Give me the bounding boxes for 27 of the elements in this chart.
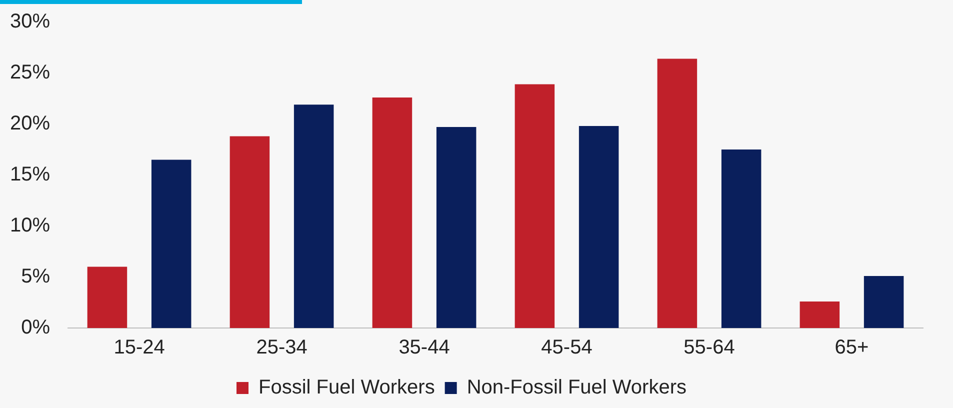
y-tick-label: 30%: [10, 10, 50, 33]
bar: [294, 104, 334, 328]
bar: [721, 150, 762, 328]
x-tick-label: 15-24: [114, 336, 165, 359]
y-tick-label: 25%: [10, 62, 50, 84]
y-tick-label: 0%: [21, 316, 50, 339]
bar: [372, 97, 412, 328]
bar: [514, 84, 555, 328]
x-tick-label: 65+: [834, 336, 869, 359]
y-tick-label: 15%: [10, 164, 50, 186]
bar: [436, 127, 476, 328]
bar: [800, 301, 840, 328]
x-tick-label: 55-64: [684, 336, 735, 359]
legend-label: Non-Fossil Fuel Workers: [466, 376, 687, 399]
bar: [230, 136, 270, 328]
bar: [657, 58, 698, 328]
x-tick-label: 25-34: [256, 336, 308, 359]
x-tick-label: 45-54: [541, 336, 592, 359]
legend-label: Fossil Fuel Workers: [258, 376, 435, 399]
y-tick-label: 20%: [10, 112, 50, 135]
y-tick-label: 5%: [21, 266, 50, 288]
bar: [87, 266, 128, 328]
bar: [578, 126, 619, 328]
bar: [151, 160, 192, 328]
x-tick-label: 35-44: [398, 336, 450, 359]
y-tick-label: 10%: [10, 214, 50, 237]
bar: [864, 276, 904, 328]
